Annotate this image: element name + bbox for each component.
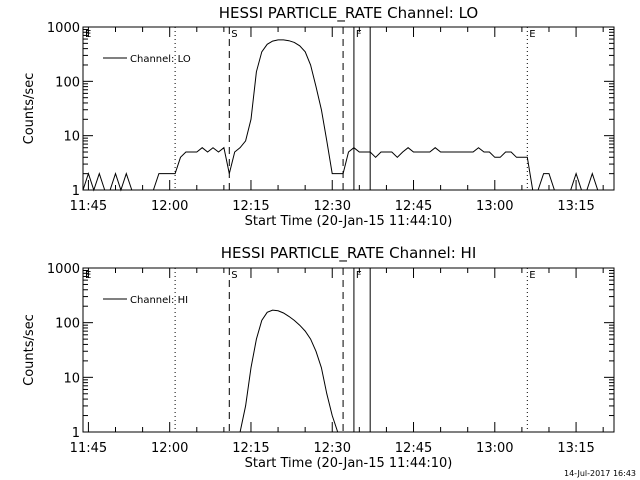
footer-timestamp: 14-Jul-2017 16:43 [564, 469, 636, 478]
plot-frame [82, 267, 615, 433]
y-tick-label: 1 [72, 426, 80, 441]
x-tick-label: 12:45 [395, 199, 432, 214]
y-tick-label: 10 [63, 371, 80, 386]
chart-title: HESSI PARTICLE_RATE Channel: LO [219, 4, 478, 23]
panel-channel-lo: HESSI PARTICLE_RATE Channel: LO 1 10 100 100… [22, 4, 615, 229]
event-marker-label: F [356, 270, 362, 281]
chart-title: HESSI PARTICLE_RATE Channel: HI [221, 244, 477, 263]
y-tick-label: 10 [63, 130, 80, 145]
x-axis-label: Start Time (20-Jan-15 11:44:10) [245, 214, 453, 229]
x-tick-label: 11:45 [70, 441, 107, 456]
x-tick-label: 11:45 [70, 199, 107, 214]
y-tick-label: 100 [55, 317, 80, 332]
y-tick-label: 100 [55, 75, 80, 90]
x-tick-label: 13:15 [557, 199, 594, 214]
y-tick-label: 1000 [47, 262, 80, 277]
y-axis-label: Counts/sec [22, 73, 37, 145]
x-tick-label: 13:15 [557, 441, 594, 456]
y-axis-label: Counts/sec [22, 314, 37, 386]
x-tick-label: 12:45 [395, 441, 432, 456]
series-line [82, 39, 614, 192]
x-tick-label: 13:00 [476, 199, 513, 214]
x-tick-label: 12:15 [232, 441, 269, 456]
legend-entry: Channel: HI [130, 295, 188, 306]
panel-channel-hi: HESSI PARTICLE_RATE Channel: HI 1 10 100 100… [22, 244, 615, 471]
event-marker-label: E [529, 29, 535, 40]
legend-entry: Channel: LO [130, 54, 191, 65]
x-tick-label: 12:30 [314, 441, 351, 456]
event-marker-label: E [85, 270, 91, 281]
event-marker-label: F [356, 29, 362, 40]
event-marker-label: E [85, 29, 91, 40]
x-tick-label: 12:15 [232, 199, 269, 214]
event-marker-label: E [529, 270, 535, 281]
x-axis-label: Start Time (20-Jan-15 11:44:10) [245, 456, 453, 471]
event-marker-label: S [231, 270, 237, 281]
x-tick-label: 12:00 [151, 441, 188, 456]
y-tick-label: 1 [72, 184, 80, 199]
event-marker-label: S [231, 29, 237, 40]
x-tick-label: 13:00 [476, 441, 513, 456]
y-tick-label: 1000 [47, 21, 80, 36]
plot-frame [82, 26, 615, 191]
x-tick-label: 12:00 [151, 199, 188, 214]
series-line [239, 309, 339, 433]
x-tick-label: 12:30 [314, 199, 351, 214]
